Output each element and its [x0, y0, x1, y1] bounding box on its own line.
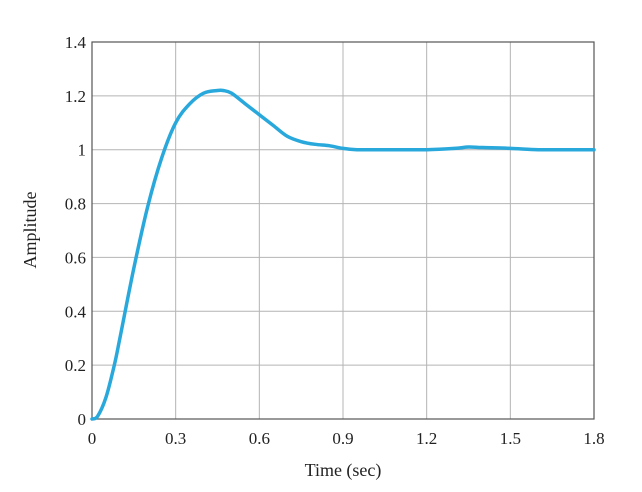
- y-tick-label: 0.8: [65, 195, 86, 214]
- x-tick-label: 1.5: [500, 429, 521, 448]
- y-tick-label: 0.4: [65, 302, 87, 321]
- y-tick-label: 1.4: [65, 33, 87, 52]
- y-tick-label: 1: [78, 141, 87, 160]
- y-tick-label: 0.2: [65, 356, 86, 375]
- y-tick-labels: 0 0.2 0.4 0.6 0.8 1 1.2 1.4: [65, 33, 87, 429]
- x-tick-label: 0: [88, 429, 97, 448]
- x-tick-label: 1.8: [583, 429, 604, 448]
- plot-frame: [91, 41, 595, 420]
- x-tick-label: 0.9: [332, 429, 353, 448]
- y-tick-label: 1.2: [65, 87, 86, 106]
- step-response-line: [90, 88, 596, 421]
- x-tick-label: 1.2: [416, 429, 437, 448]
- x-tick-label: 0.3: [165, 429, 186, 448]
- y-tick-label: 0.6: [65, 248, 86, 267]
- y-axis-label: Amplitude: [20, 191, 40, 268]
- y-tick-label: 0: [78, 410, 87, 429]
- grid-lines: [92, 42, 594, 419]
- x-axis-label: Time (sec): [305, 460, 382, 481]
- x-tick-labels: 0 0.3 0.6 0.9 1.2 1.5 1.8: [88, 429, 605, 448]
- x-tick-label: 0.6: [249, 429, 270, 448]
- series-layer: [90, 88, 596, 421]
